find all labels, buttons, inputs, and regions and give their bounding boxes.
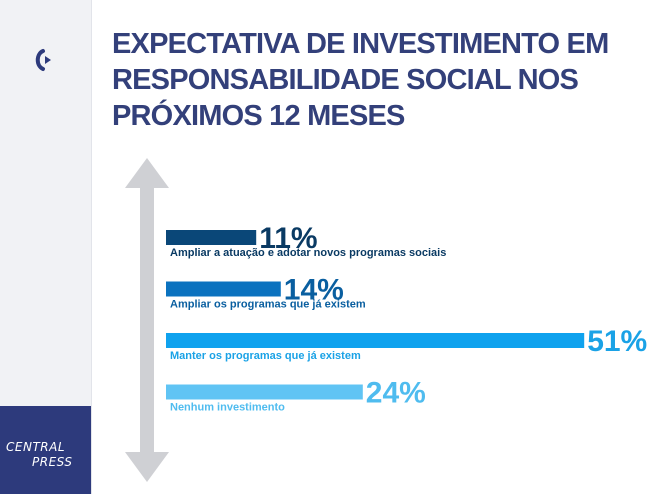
bar-1 [166,230,257,245]
brand-box: CENTRAL PRESS [0,406,92,494]
brand-line-1: CENTRAL [6,440,65,454]
value-label-3: 51% [587,325,647,358]
bar-3 [166,333,585,348]
category-label-1: Ampliar a atuação e adotar novos program… [170,247,446,259]
double-arrow-icon [125,158,169,482]
category-label-2: Ampliar os programas que já existem [170,299,366,311]
category-label-4: Nenhum investimento [170,402,285,414]
brand-wordmark: CENTRAL PRESS [6,440,88,470]
value-label-4: 24% [366,377,426,410]
sidebar: CENTRAL PRESS [0,0,92,494]
brand-line-2: PRESS [32,455,73,469]
value-label-1: 11% [259,222,317,255]
bar-4 [166,384,363,400]
brand-logo-icon [35,49,51,71]
bar-2 [166,281,281,297]
page-title: EXPECTATIVA DE INVESTIMENTO EM RESPONSAB… [112,28,609,132]
sidebar-divider [91,0,92,494]
value-label-2: 14% [284,274,344,307]
category-label-3: Manter os programas que já existem [170,350,361,362]
